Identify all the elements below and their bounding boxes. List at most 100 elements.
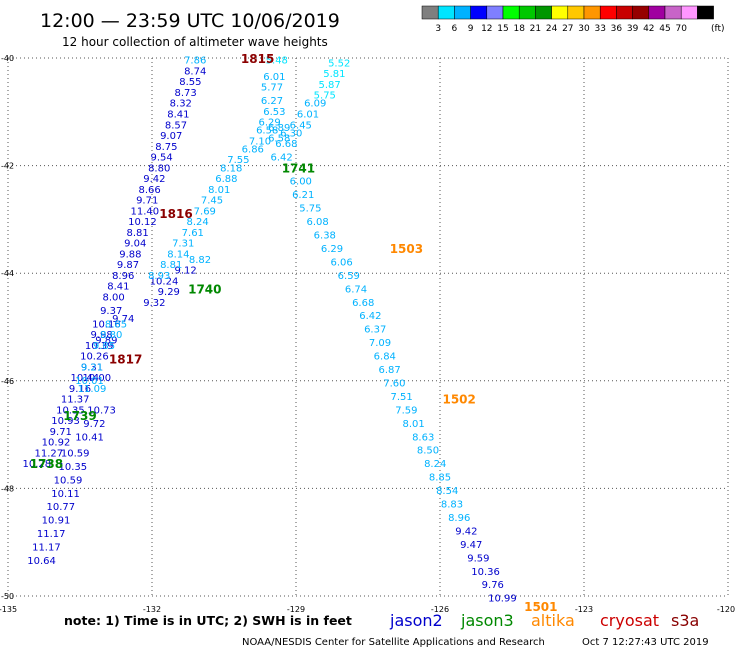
wave-height-point: 8.81 [160, 260, 182, 271]
track-time-labels: 1815 1816 1817 1503 1502 1501 1741 1740 1739 1738 [30, 52, 558, 614]
wave-height-point: 10.91 [42, 516, 71, 527]
wave-height-point: 9.42 [143, 174, 165, 185]
wave-height-point: 8.18 [220, 163, 242, 174]
wave-height-point: 6.68 [352, 298, 374, 309]
wave-height-point: 10.59 [61, 448, 90, 459]
wave-height-point: 5.87 [318, 80, 340, 91]
scale-label: 45 [659, 24, 670, 34]
track-time-label: 1738 [30, 457, 63, 471]
wave-height-point: 6.53 [263, 107, 285, 118]
scale-swatch [664, 5, 682, 20]
wave-height-point: 6.45 [290, 120, 312, 131]
wave-height-point: 10.59 [54, 475, 83, 486]
wave-height-point: 5.77 [261, 83, 283, 94]
scale-label: 24 [546, 24, 558, 34]
wave-height-point: 8.41 [107, 282, 129, 293]
wave-height-point: 6.86 [242, 144, 264, 155]
wave-height-point: 6.87 [378, 365, 400, 376]
wave-height-point: 6.21 [292, 190, 314, 201]
wave-height-point: 10.12 [128, 217, 157, 228]
scale-label: 39 [627, 24, 639, 34]
track-time-label: 1741 [282, 161, 315, 175]
scale-label: 12 [481, 24, 492, 34]
wave-height-point: 9.04 [124, 239, 146, 250]
wave-height-point: 9.16 [69, 384, 91, 395]
wave-height-point: 10.73 [87, 405, 116, 416]
wave-height-point: 9.07 [160, 131, 182, 142]
mission-legend: jason2 jason3 altika cryosat s3a [389, 611, 699, 630]
scale-swatch [551, 5, 569, 20]
track-time-label: 1503 [390, 242, 423, 256]
wave-height-point: 9.31 [81, 362, 103, 373]
track-time-label: 1739 [63, 409, 96, 423]
x-tick-label: -120 [717, 605, 735, 614]
scale-swatch [437, 5, 455, 20]
wave-height-point: 8.41 [167, 109, 189, 120]
wave-height-point: 8.82 [189, 255, 211, 266]
wave-height-point: 8.66 [138, 185, 160, 196]
x-tick-label: -126 [431, 605, 449, 614]
wave-height-point: 7.45 [201, 196, 223, 207]
scale-swatch [680, 5, 698, 20]
track-time-label: 1740 [188, 282, 221, 296]
wave-height-point: 6.01 [297, 109, 319, 120]
wave-height-point: 5.75 [299, 204, 321, 215]
y-tick-labels: -40 -42 -44 -46 -48 -50 [1, 54, 14, 601]
mission-legend-cryosat: cryosat [600, 611, 659, 630]
scale-swatch [616, 5, 633, 20]
mission-legend-altika: altika [531, 611, 575, 630]
x-tick-label: -123 [575, 605, 593, 614]
scale-swatch [470, 5, 488, 20]
scale-label: 42 [643, 24, 654, 34]
wave-height-point: 6.68 [275, 139, 297, 150]
wave-height-point: 9.71 [136, 196, 158, 207]
y-tick-label: -44 [1, 269, 14, 278]
y-tick-label: -42 [1, 162, 14, 171]
scale-swatch [518, 5, 536, 20]
wave-height-point: 6.89 [268, 123, 290, 134]
chart-subtitle: 12 hour collection of altimeter wave hei… [62, 35, 328, 49]
y-tick-label: -50 [1, 592, 14, 601]
wave-height-point: 11.40 [130, 206, 159, 217]
y-tick-label: -48 [1, 484, 14, 493]
wave-height-point: 7.09 [369, 338, 391, 349]
wave-height-point: 9.89 [95, 335, 117, 346]
wave-height-point: 8.75 [155, 142, 177, 153]
scale-swatch [697, 5, 714, 20]
wave-height-point: 7.86 [184, 56, 206, 67]
x-tick-labels: -135 -132 -129 -126 -123 -120 [0, 605, 735, 614]
wave-height-point: 7.60 [383, 378, 405, 389]
scale-label: 33 [594, 24, 605, 34]
wave-height-point: 6.88 [215, 174, 237, 185]
wave-height-point: 11.17 [37, 529, 66, 540]
wave-height-point: 6.58 [268, 134, 290, 145]
wave-height-point: 9.37 [100, 306, 122, 317]
wave-height-point: 6.84 [374, 352, 396, 363]
wave-height-point: 8.57 [165, 120, 187, 131]
scale-label: 18 [513, 24, 525, 34]
wave-height-point: 6.37 [364, 325, 386, 336]
scale-label: 21 [530, 24, 541, 34]
wave-height-point: 8.81 [126, 228, 148, 239]
scale-swatch [599, 5, 617, 20]
wave-height-point: 6.29 [321, 244, 343, 255]
x-tick-label: -129 [287, 605, 305, 614]
wave-height-point: 7.31 [172, 239, 194, 250]
wave-height-point: 6.58 [256, 126, 278, 137]
wave-height-point: 10.35 [56, 405, 85, 416]
scale-swatch [583, 5, 601, 20]
mission-legend-jason3: jason3 [460, 611, 514, 630]
track-time-label: 1501 [524, 600, 557, 614]
scale-label: 15 [497, 24, 508, 34]
wave-height-point: 6.27 [261, 96, 283, 107]
wave-height-point: 10.16 [92, 319, 121, 330]
wave-height-point: 9.29 [158, 287, 180, 298]
wave-height-point: 9.21 [81, 362, 103, 373]
wave-height-point: 9.88 [119, 249, 141, 260]
scale-swatch [502, 5, 520, 20]
wave-height-point: 10.39 [85, 341, 114, 352]
wave-height-point: 10.01 [75, 376, 104, 387]
wave-height-point: 11.27 [34, 448, 63, 459]
wave-height-point: 8.93 [148, 271, 170, 282]
